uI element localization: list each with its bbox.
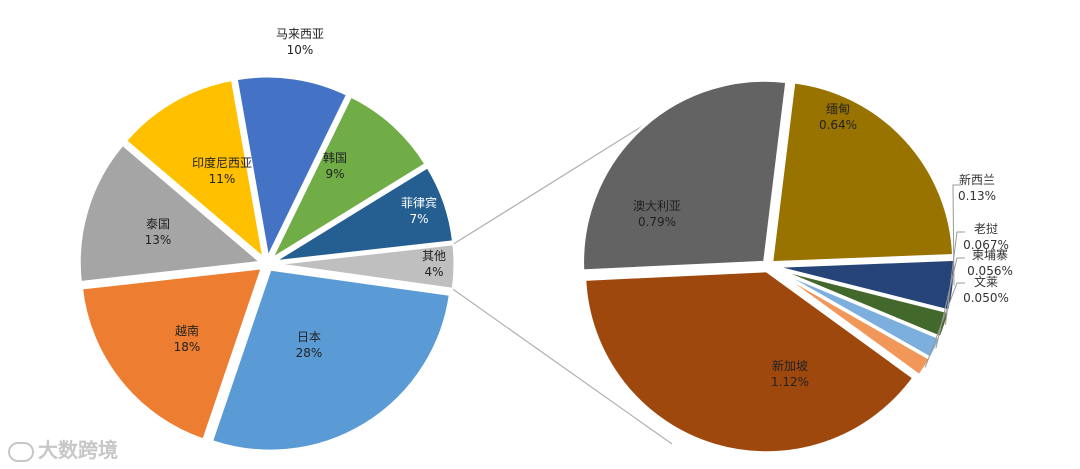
right-pie-name-6: 澳大利亚 xyxy=(633,199,681,213)
right-pie-leader-1 xyxy=(952,184,961,286)
left-pie-name-4: 日本 xyxy=(297,330,321,344)
left-pie-value-4: 28% xyxy=(296,346,323,360)
right-pie-label-4: 文莱 0.050% xyxy=(963,274,1009,305)
left-pie-slice-7 xyxy=(123,77,267,263)
left-pie-label-4: 日本 28% xyxy=(296,330,323,360)
left-pie-name-6: 泰国 xyxy=(146,217,170,231)
left-pie-label-3: 其他 4% xyxy=(422,249,446,279)
left-pie-name-7: 印度尼西亚 xyxy=(192,155,252,170)
left-pie-value-7: 11% xyxy=(209,172,236,186)
right-pie-slice-5 xyxy=(583,269,916,455)
left-pie-value-1: 9% xyxy=(325,167,344,181)
right-pie-label-3: 柬埔寨 0.056% xyxy=(967,247,1013,278)
watermark-text: 大数跨境 xyxy=(38,438,118,462)
right-pie-leader-2 xyxy=(944,231,965,326)
left-pie-label-2: 菲律宾 7% xyxy=(401,195,437,226)
right-pie-leader-3 xyxy=(935,257,965,349)
left-pie-label-0: 马来西亚 10% xyxy=(276,27,324,57)
left-pie-value-3: 4% xyxy=(424,265,443,279)
right-pie-label-0: 缅甸 0.64% xyxy=(819,102,857,132)
left-pie-slice-4 xyxy=(209,267,453,453)
right-pie-label-1: 新西兰 0.13% xyxy=(958,172,996,203)
watermark-logo: 大数跨境 xyxy=(8,434,118,463)
right-pie-value-1: 0.13% xyxy=(958,189,996,203)
left-pie-chart xyxy=(77,74,457,453)
right-pie-name-5: 新加坡 xyxy=(772,358,808,373)
right-pie-value-3: 0.056% xyxy=(967,264,1013,278)
right-pie-name-4: 文莱 xyxy=(974,274,998,289)
right-pie-name-2: 老挝 xyxy=(974,222,998,236)
left-pie-name-2: 菲律宾 xyxy=(401,195,437,210)
right-pie-name-0: 缅甸 xyxy=(826,102,850,116)
left-pie-slice-3 xyxy=(272,242,457,292)
left-pie-name-3: 其他 xyxy=(422,249,446,263)
right-pie-value-6: 0.79% xyxy=(638,215,676,229)
right-pie-value-5: 1.12% xyxy=(771,375,809,389)
right-pie-chart xyxy=(581,78,957,455)
left-pie-name-1: 韩国 xyxy=(323,150,347,165)
left-pie-slice-0 xyxy=(234,74,350,263)
left-pie-label-5: 越南 18% xyxy=(174,323,201,354)
right-pie-leader-4 xyxy=(924,282,965,368)
right-pie-value-2: 0.067% xyxy=(963,238,1009,252)
right-pie-value-0: 0.64% xyxy=(819,118,857,132)
left-pie-label-6: 泰国 13% xyxy=(145,217,172,247)
left-pie-name-5: 越南 xyxy=(175,323,199,338)
right-pie-name-1: 新西兰 xyxy=(959,172,995,187)
right-pie-label-5: 新加坡 1.12% xyxy=(771,358,809,389)
right-pie-slice-6 xyxy=(581,78,789,273)
left-pie-value-5: 18% xyxy=(174,340,201,354)
left-pie-slice-1 xyxy=(267,93,429,264)
connector-line-1 xyxy=(452,288,673,445)
slice-labels: 马来西亚 10% 韩国 9% 菲律宾 7% 其他 4% 日本 28% 越南 18% 泰国 13% 印度尼西亚… xyxy=(145,27,1013,389)
right-pie-label-2: 老挝 0.067% xyxy=(963,222,1009,252)
right-pie-label-6: 澳大利亚 0.79% xyxy=(633,199,681,229)
left-pie-label-7: 印度尼西亚 11% xyxy=(192,155,252,186)
left-pie-value-6: 13% xyxy=(145,233,172,247)
left-pie-name-0: 马来西亚 xyxy=(276,27,324,41)
left-pie-slice-2 xyxy=(271,164,456,264)
right-pie-value-4: 0.050% xyxy=(963,291,1009,305)
left-pie-value-0: 10% xyxy=(287,43,314,57)
left-pie-slice-6 xyxy=(77,142,265,285)
left-pie-slice-5 xyxy=(79,266,265,442)
left-pie-value-2: 7% xyxy=(409,212,428,226)
watermark-icon xyxy=(8,441,34,462)
right-pie-slice-0 xyxy=(769,80,956,265)
left-pie-label-1: 韩国 9% xyxy=(323,150,347,181)
right-pie-name-3: 柬埔寨 xyxy=(972,247,1008,262)
